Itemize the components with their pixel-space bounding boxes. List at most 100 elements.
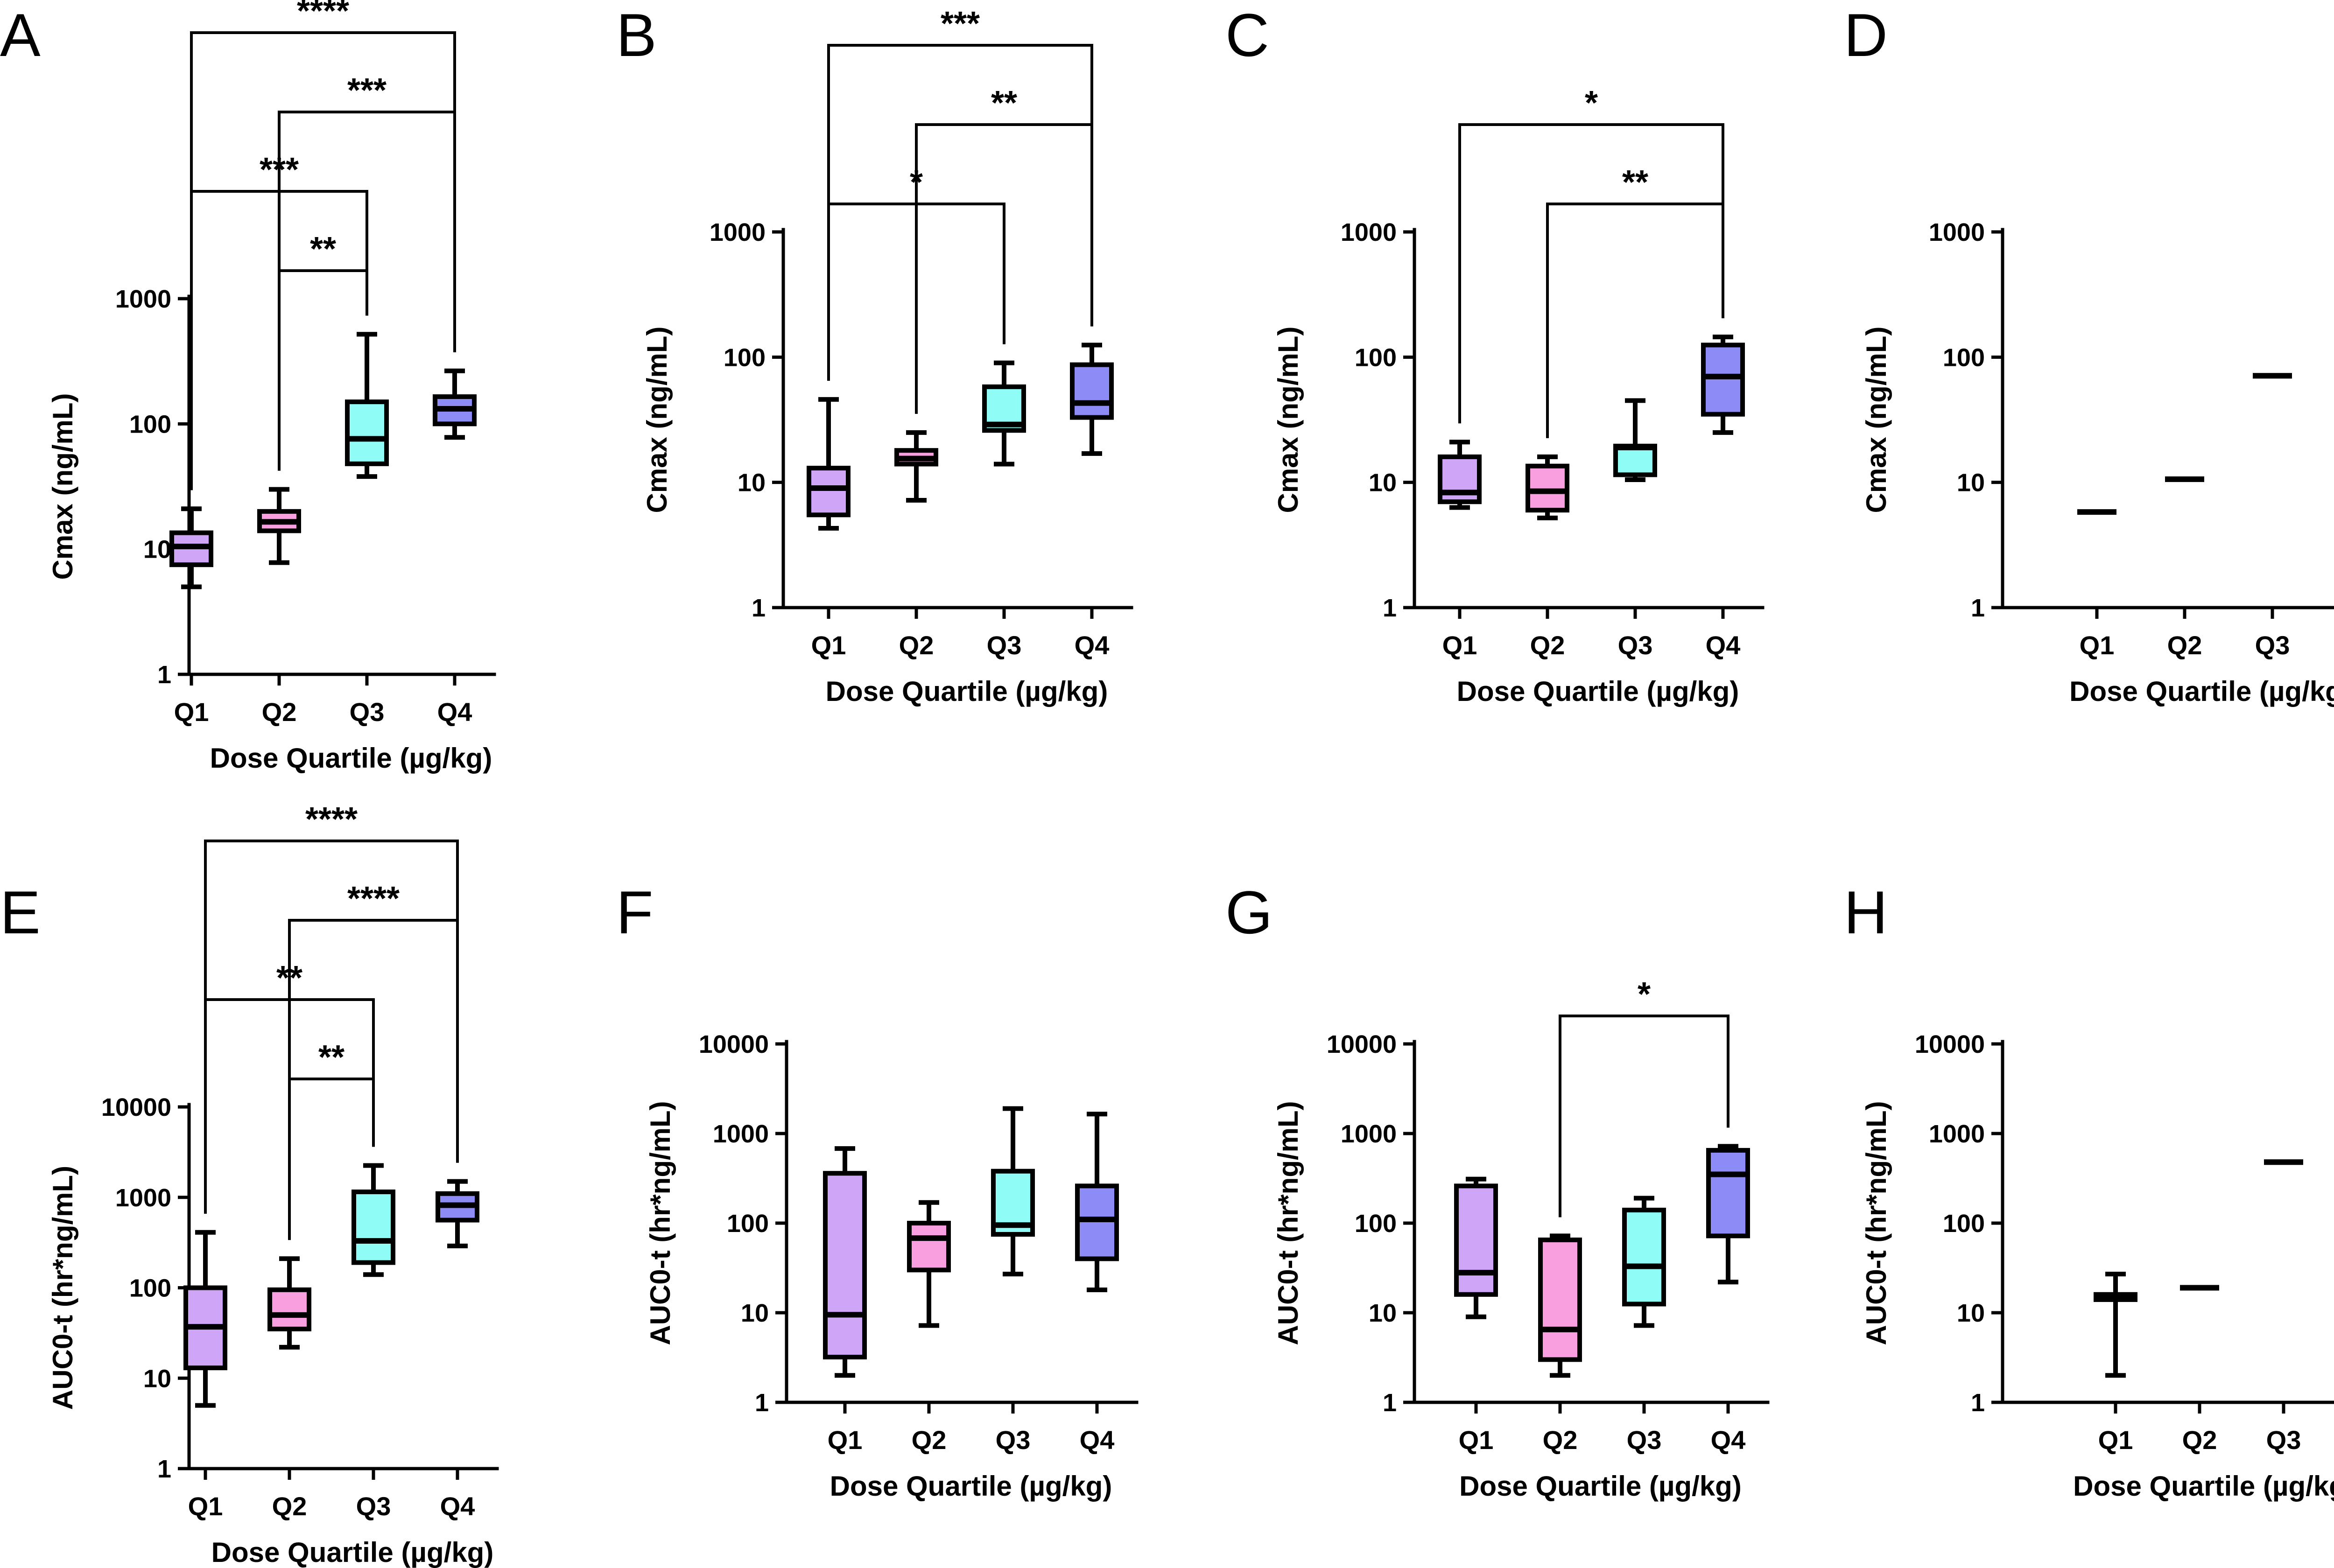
x-axis-title: Dose Quartile (µg/kg) [830,1470,1112,1502]
x-tick-label: Q1 [2098,1425,2133,1455]
x-tick-label: Q4 [1706,630,1741,660]
panel-e: E 1 10 100 1000 10000 Q1 Q2 Q3 Q4 Dose Quartile (µ… [0,801,499,1568]
x-tick-label: Q2 [912,1425,947,1455]
bracket-line [1559,1015,1729,1218]
x-tick-label: Q1 [2080,630,2115,660]
y-tick-label: 1000 [115,285,171,313]
significance-label: *** [347,72,387,109]
y-tick-label: 1000 [1929,1120,1985,1148]
y-axis-title: Cmax (ng/mL) [1272,326,1304,513]
y-axis-title: AUC0-t (hr*ng/mL) [47,1166,78,1410]
y-tick-label: 10 [1369,469,1397,497]
box-q1 [2094,1272,2137,1378]
box-q4 [1070,343,1114,456]
y-tick-label: 1000 [115,1184,171,1212]
y-tick-label: 1000 [710,218,766,246]
box-q1 [807,397,851,531]
x-tick-label: Q2 [272,1491,307,1521]
panel-letter: E [0,878,41,946]
y-tick-label: 1000 [1341,218,1397,246]
x-axis-title: Dose Quartile (µg/kg) [211,1537,494,1568]
x-tick-label: Q4 [1080,1425,1115,1455]
significance-bracket: ** [915,84,1093,414]
y-tick-label: 1 [1383,1389,1397,1417]
x-tick-label: Q3 [2255,630,2290,660]
box-q2 [267,1256,311,1350]
box-q1 [1438,440,1482,510]
x-axis-title: Dose Quartile (µg/kg) [2069,676,2334,707]
y-tick-label: 10 [1369,1299,1397,1327]
box-q3 [352,1163,395,1277]
x-tick-label: Q2 [1530,630,1565,660]
significance-bracket: * [1458,84,1724,424]
box-q4 [1706,1144,1750,1285]
panel-h: H110100100010000Q1Q2Q3Q4Dose Quartile (µ… [1844,878,2334,1502]
x-tick-label: Q1 [174,697,209,727]
box-q2 [894,430,938,503]
significance-bracket: ** ** [204,801,459,1214]
box-iqr [823,1171,867,1360]
significance-bracket: * [1559,976,1729,1218]
box-q3 [1622,1196,1666,1328]
significance-label: ** [318,1039,344,1076]
x-tick-label: Q4 [440,1491,475,1521]
bracket-line [278,269,368,471]
x-axis-title: Dose Quartile (µg/kg) [210,742,492,774]
bracket-line [204,840,459,1214]
panel-b: B 1 10 100 1000 Q1 Q2 Q3 Q4 Dose Quartile (µg/kg)… [616,1,1133,707]
y-tick-label: 100 [1943,343,1985,371]
box-iqr [345,399,389,466]
significance-bracket: ** [1546,164,1724,438]
significance-label: * [1638,976,1651,1013]
significance-bracket: *** [190,151,368,490]
box-iqr [1701,343,1745,417]
y-tick-label: 10000 [1327,1030,1397,1058]
box-q3 [345,332,389,479]
panel-d: D1101001000Q1Q2Q3Q4Dose Quartile (µg/kg)… [1844,1,2334,707]
x-axis-title: Dose Quartile (µg/kg) [2073,1470,2334,1502]
box-iqr [1706,1148,1750,1239]
x-tick-label: Q3 [987,630,1022,660]
bracket-line [204,998,375,1214]
box-q1 [823,1146,867,1378]
x-tick-label: Q2 [1543,1425,1578,1455]
bracket-line [190,190,368,490]
x-tick-label: Q3 [996,1425,1031,1455]
x-tick-label: Q1 [188,1491,223,1521]
bracket-line [1546,203,1724,438]
significance-label: *** [941,5,980,42]
x-tick-label: Q4 [437,697,472,727]
panel-letter: H [1844,878,1888,946]
significance-label: ** [1622,164,1648,201]
box-iqr [352,1189,395,1265]
panel-letter: D [1844,1,1888,69]
x-tick-label: Q3 [1627,1425,1662,1455]
y-tick-label: 1000 [1929,218,1985,246]
panel-letter: B [616,1,657,69]
x-tick-label: Q2 [899,630,934,660]
box-q3 [991,1106,1035,1277]
box-iqr [1526,463,1569,513]
bracket-line [288,1078,375,1240]
x-tick-label: Q2 [262,697,297,727]
significance-label: ** [276,959,302,997]
box-q2 [907,1200,951,1328]
panel-c: C 1 10 100 1000 Q1 Q2 Q3 Q4 Dose Quartile (µg/kg)… [1225,1,1765,707]
y-tick-label: 1 [1971,594,1985,622]
box-iqr [1075,1183,1119,1261]
bracket-line [915,123,1093,414]
y-tick-label: 100 [1355,1210,1397,1238]
y-tick-label: 10000 [699,1030,769,1058]
y-tick-label: 1 [1971,1389,1985,1417]
panel-letter: A [0,1,41,69]
box-q3 [982,360,1026,467]
bracket-line [1458,123,1724,424]
y-axis-title: Cmax (ng/mL) [1861,326,1892,513]
box-q1 [169,506,213,589]
significance-label: ** [310,231,336,268]
significance-bracket: **** [288,880,459,1240]
y-axis-title: AUC0-t (hr*ng/mL) [645,1101,676,1345]
box-q1 [183,1230,227,1408]
x-tick-label: Q3 [1618,630,1653,660]
